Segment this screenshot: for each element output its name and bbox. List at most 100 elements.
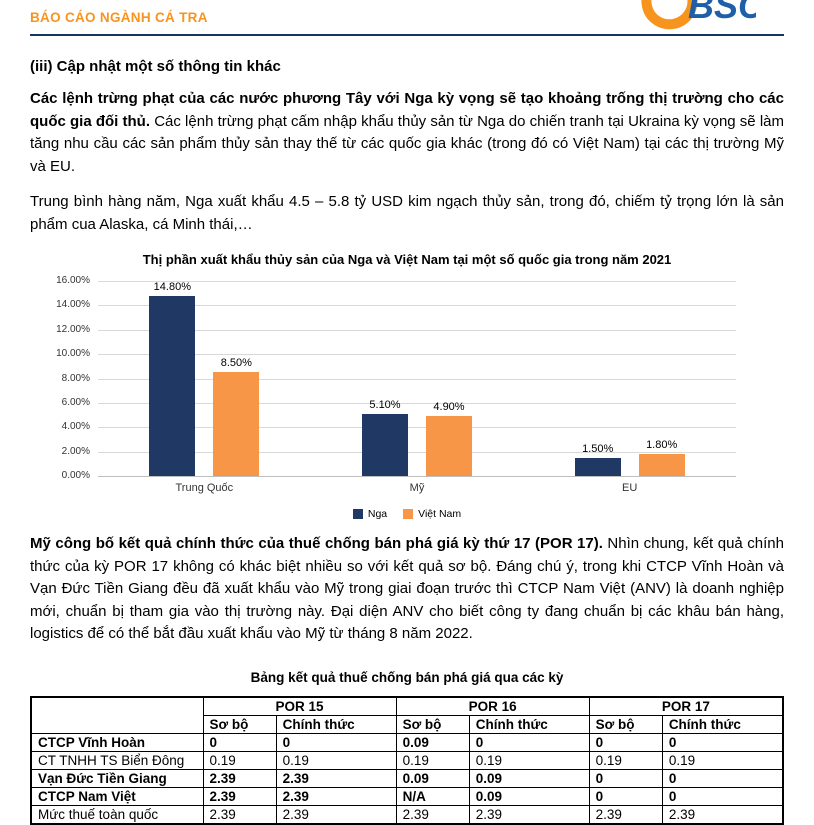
row-label: CTCP Vĩnh Hoàn [30,732,204,752]
bar-with-label: 14.80% [149,281,196,476]
report-title: BÁO CÁO NGÀNH CÁ TRA [30,10,208,25]
table-row: Vạn Đức Tiền Giang 2.39 2.39 0.09 0.09 0… [30,768,784,788]
x-axis-category-label: Trung Quốc [175,482,234,494]
gridline [98,451,736,453]
table-cell: 2.39 [395,804,470,824]
table-row: CTCP Nam Việt 2.39 2.39 N/A 0.09 0 0 [30,786,784,806]
bar [426,416,472,476]
table-cell: 0 [588,768,663,788]
x-axis-category-label: EU [622,482,638,494]
y-axis-tick-label: 8.00% [61,372,90,384]
paragraph-sanctions: Các lệnh trừng phạt của các nước phương … [30,88,784,178]
y-axis-tick-label: 4.00% [61,421,90,433]
paragraph-sanctions-lead: Các lệnh trừng phạt của các nước phương … [30,90,784,130]
bar-group: 1.50% 1.80% [523,281,736,476]
header-por16: POR 16 [395,696,590,716]
table-cell: N/A [395,786,470,806]
subheader-chinhthuc: Chính thức [661,714,784,734]
chart-title: Thị phần xuất khẩu thủy sản của Nga và V… [142,252,672,267]
legend-swatch [352,509,363,519]
paragraph-por17: Mỹ công bố kết quả chính thức của thuế c… [30,533,784,646]
table-cell: 0.19 [661,750,784,770]
table-cell: 2.39 [661,804,784,824]
bar-value-label: 5.10% [369,398,401,411]
bar-with-label: 1.80% [638,281,685,476]
table-corner-cell [30,696,204,734]
row-label: Mức thuế toàn quốc [30,804,204,824]
y-axis-tick-label: 14.00% [56,299,90,311]
table-cell: 2.39 [275,768,397,788]
report-header: BÁO CÁO NGÀNH CÁ TRA BSC [30,0,784,36]
row-label: CT TNHH TS Biển Đông [30,750,204,770]
subheader-sobo: Sơ bộ [202,714,277,734]
paragraph-por17-lead: Mỹ công bố kết quả chính thức của thuế c… [30,535,603,552]
paragraph-russia-export: Trung bình hàng năm, Nga xuất khẩu 4.5 –… [30,193,784,233]
bsc-logo-text: BSC [688,0,756,26]
bar-with-label: 4.90% [426,281,472,476]
table-row: Mức thuế toàn quốc 2.39 2.39 2.39 2.39 2… [30,804,784,824]
table-row: CT TNHH TS Biển Đông 0.19 0.19 0.19 0.19… [30,750,784,770]
y-axis-tick-label: 12.00% [56,323,90,335]
subheader-sobo: Sơ bộ [395,714,470,734]
bar-with-label: 8.50% [213,281,260,476]
bar-value-label: 14.80% [153,281,191,293]
bar [574,457,621,476]
table-cell: 0.19 [395,750,470,770]
paragraph-sanctions-body: Các lệnh trừng phạt cấm nhập khẩu thủy s… [30,112,784,175]
legend-item: Nga [352,508,387,520]
table-cell: 2.39 [275,804,397,824]
bar [213,372,260,476]
table-cell: 0 [468,732,590,752]
table-cell: 0 [202,732,277,752]
header-por17: POR 17 [588,696,784,716]
table-cell: 0.19 [202,750,277,770]
legend-item: Việt Nam [403,508,461,520]
table-cell: 2.39 [275,786,397,806]
table-cell: 2.39 [202,786,277,806]
y-axis-tick-label: 6.00% [61,396,90,408]
y-axis-tick-label: 0.00% [61,470,90,481]
table-cell: 2.39 [202,768,277,788]
table-row: CTCP Vĩnh Hoàn 0 0 0.09 0 0 0 [30,732,784,752]
table-cell: 2.39 [588,804,663,824]
chart-categories: Trung Quốc Mỹ EU [98,482,736,494]
bar-with-label: 1.50% [574,281,621,476]
table-cell: 0.09 [468,786,590,806]
header-por15: POR 15 [202,696,397,716]
bar-group: 14.80% 8.50% [98,281,311,476]
table-cell: 0 [661,768,784,788]
table-cell: 2.39 [202,804,277,824]
y-axis-tick-label: 10.00% [56,348,90,360]
subheader-chinhthuc: Chính thức [468,714,590,734]
y-axis-tick-label: 16.00% [56,275,90,286]
bsc-logo-graphic: BSC [641,0,765,30]
gridline [98,427,736,429]
table-title: Bảng kết quả thuế chống bán phá giá qua … [250,669,564,685]
table-header-periods: POR 15 POR 16 POR 17 [30,696,784,734]
gridline [98,281,736,282]
subheader-sobo: Sơ bộ [588,714,663,734]
table-cell: 0 [661,732,784,752]
row-label: Vạn Đức Tiền Giang [30,768,204,788]
table-cell: 0 [588,732,663,752]
gridline [98,305,736,307]
bar-value-label: 1.50% [582,442,614,455]
antidumping-table: POR 15 POR 16 POR 17 Sơ bộ Chính thức Sơ… [30,695,784,825]
gridline [98,354,736,356]
table-cell: 2.39 [468,804,590,824]
x-axis-category-label: Mỹ [409,482,425,494]
table-cell: 0.19 [275,750,397,770]
gridline [98,329,736,331]
bsc-logo: BSC [634,0,765,36]
bar-groups: 14.80% 8.50% 5.10% 4.90% 1.50% 1.80% [98,281,736,476]
bar-value-label: 4.90% [433,401,465,414]
table-cell: 0.19 [588,750,663,770]
gridline [98,378,736,380]
paragraph-por17-body: Nhìn chung, kết quả chính thức của kỳ PO… [30,535,784,642]
chart-legend: Nga Việt Nam [30,508,784,520]
table-cell: 0 [588,786,663,806]
section-heading: (iii) Cập nhật một số thông tin khác [30,58,281,75]
chart-plot: 16.00% 14.00% 12.00% 10.00% 8.00% 6.00% 4.00% 2… [56,275,736,481]
row-label: CTCP Nam Việt [30,786,204,806]
